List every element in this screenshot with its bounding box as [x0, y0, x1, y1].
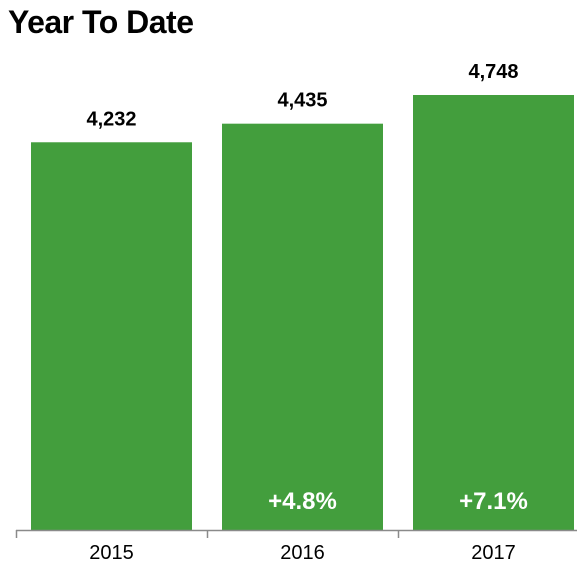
bar-2015	[31, 142, 192, 530]
x-tick-label-2015: 2015	[89, 542, 134, 564]
x-tick-label-2016: 2016	[280, 542, 325, 564]
labels-layer: 4,232 2015 4,435 +4.8% 2016 4,748 +7.1% 2017	[86, 61, 527, 564]
x-axis	[15, 529, 577, 538]
bar-2017	[413, 95, 574, 530]
chart-title: Year To Date	[8, 4, 194, 40]
value-label-2017: 4,748	[468, 61, 518, 83]
bars-layer	[31, 95, 574, 531]
value-label-2016: 4,435	[277, 90, 327, 112]
x-tick-label-2017: 2017	[471, 542, 516, 564]
change-label-2017: +7.1%	[459, 488, 528, 515]
change-label-2016: +4.8%	[268, 488, 337, 515]
bar-2016	[222, 123, 383, 531]
value-label-2015: 4,232	[86, 108, 136, 130]
